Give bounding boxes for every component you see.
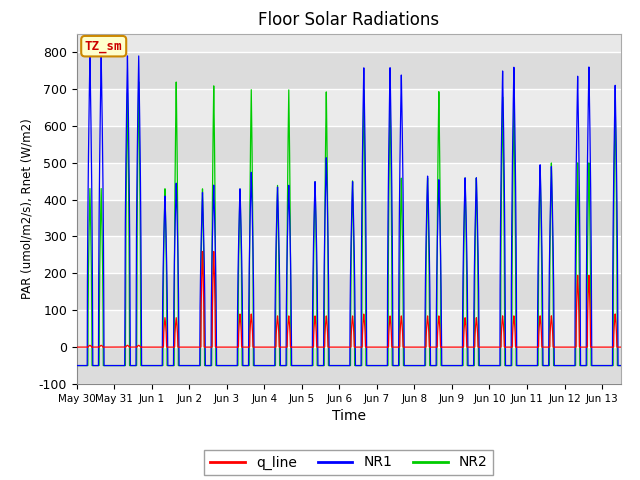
Bar: [77, 310, 621, 347]
Bar: [77, 237, 621, 273]
Bar: [77, 273, 621, 310]
Bar: [77, 347, 621, 384]
Bar: [77, 52, 621, 89]
Bar: [77, 200, 621, 237]
X-axis label: Time: Time: [332, 409, 366, 423]
Bar: [77, 89, 621, 126]
Legend: q_line, NR1, NR2: q_line, NR1, NR2: [204, 450, 493, 475]
Bar: [77, 126, 621, 163]
Title: Floor Solar Radiations: Floor Solar Radiations: [258, 11, 440, 29]
Text: TZ_sm: TZ_sm: [85, 40, 122, 53]
Y-axis label: PAR (umol/m2/s), Rnet (W/m2): PAR (umol/m2/s), Rnet (W/m2): [20, 119, 33, 299]
Bar: [77, 163, 621, 200]
